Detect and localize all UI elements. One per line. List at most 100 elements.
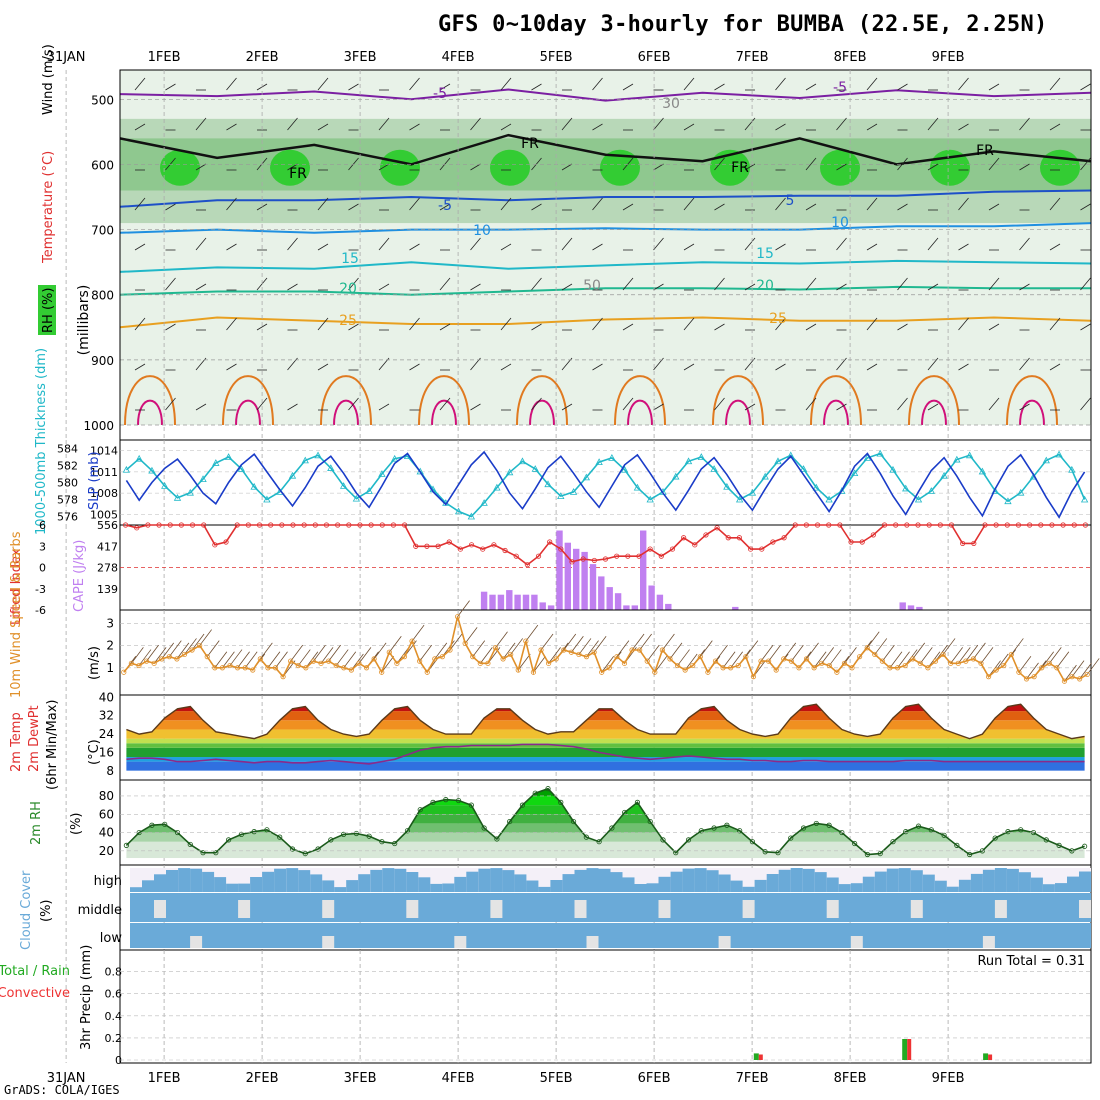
lifted-index-line-marker [792, 522, 798, 528]
wind-barb [927, 163, 939, 171]
wind10-speed-line-marker [735, 662, 741, 669]
wind-barb [775, 197, 786, 211]
wind-barb [592, 317, 603, 331]
isotherm-30-lobe [418, 375, 470, 426]
lifted-index-line-marker [580, 556, 586, 562]
wind-barb [1019, 357, 1030, 371]
wind10-barb [791, 644, 804, 662]
wind-barb [927, 117, 939, 131]
wind10-barb [995, 653, 1009, 671]
wind10-speed-line-marker [910, 656, 916, 662]
thickness-line-marker [365, 487, 373, 494]
rh2m-line-marker [430, 799, 436, 805]
wind-barb [531, 83, 542, 91]
wind-barb [592, 77, 603, 91]
wind10-barb [1086, 658, 1100, 675]
wind10-speed-line-marker [553, 656, 559, 662]
cape-bar [648, 585, 655, 610]
wind-barb [744, 163, 756, 171]
wind-barb [622, 83, 634, 91]
wind-barb [561, 237, 573, 251]
wind-barb [134, 317, 146, 331]
rh2m-line-marker [1005, 829, 1011, 835]
cape-bar [497, 594, 505, 610]
cloud-high-cell [1018, 872, 1031, 892]
wind10-speed-line-marker [561, 647, 567, 653]
thickness-line-marker [314, 451, 322, 459]
precip-axis-label: 3hr Precip (mm) [79, 945, 94, 1050]
lifted-index-line-marker [1049, 522, 1055, 528]
lifted-index-line-marker [201, 522, 207, 528]
rh2m-line-marker [775, 850, 781, 856]
rh2m-line-marker [570, 818, 577, 825]
thickness-line-marker [825, 495, 833, 503]
wind-barb [1049, 243, 1061, 251]
grads-credit: GrADS: COLA/IGES [4, 1083, 120, 1097]
li-tick-label: -6 [35, 604, 46, 617]
cloud-high-cell [826, 877, 839, 892]
wind10-speed-line-marker [705, 669, 711, 675]
wind-barb [134, 243, 146, 251]
wind10-speed-line-marker [781, 656, 787, 662]
thickness-line-marker [224, 453, 233, 460]
wind-barb [531, 157, 542, 171]
date-label-bottom: 3FEB [344, 1071, 377, 1086]
thickness-line-marker [735, 495, 744, 503]
rh2m-line-marker [162, 821, 168, 827]
contour-label: 25 [769, 311, 787, 327]
wind10-speed-line-marker [659, 647, 665, 653]
lifted-index-line-marker [223, 539, 229, 545]
wind-barb [775, 317, 786, 331]
thickness-line-marker [608, 454, 616, 461]
wind-barb [836, 237, 847, 251]
isotherm-35-lobe [137, 399, 163, 426]
rh2m-line-marker [558, 799, 564, 805]
wind-barb [348, 157, 359, 171]
thickness-line-marker [723, 482, 731, 490]
cape-tick-label: 139 [97, 583, 118, 596]
pressure-tick-label: 500 [91, 93, 114, 107]
wind10-barb [821, 647, 835, 664]
isotherm-30-lobe [712, 375, 764, 426]
lifted-index-line-marker [323, 522, 330, 528]
lifted-index-line-marker [614, 553, 620, 559]
wind10-barb [184, 638, 197, 655]
wind-barb [439, 157, 451, 171]
cloud-high-cell [778, 869, 791, 892]
cloud-high-cell [274, 868, 287, 892]
dewpoint-line [126, 743, 1085, 765]
cloud-high-cell [370, 869, 383, 892]
lifted-index-line-marker [1038, 522, 1044, 528]
wind10-speed-line-marker [257, 656, 263, 662]
thickness-line-marker [684, 457, 693, 465]
rh2m-line-marker [660, 837, 666, 843]
lifted-index-line-marker [893, 522, 899, 528]
wind10-speed-line-marker [197, 642, 203, 649]
wind-barb [866, 123, 878, 131]
rh2m-line-marker [545, 786, 551, 792]
cloud-mid-gap [154, 900, 166, 918]
thickness-line-marker [1017, 488, 1025, 496]
lifted-index-line-marker [457, 546, 464, 552]
wind10-barb [138, 649, 152, 666]
rh2m-line-marker [507, 818, 513, 825]
wind-barb [744, 237, 756, 251]
wind10-speed-line-marker [788, 658, 794, 664]
wind-barb [988, 203, 1000, 211]
isotherm-35-lobe [921, 399, 947, 426]
cloud-high-cell [1067, 876, 1079, 892]
isotherm-line [119, 88, 1092, 102]
rh2m-line-marker [788, 835, 794, 841]
cloud-high-cell [286, 868, 299, 892]
wind10-axis-label: 10m Wind Speed & Barbs [9, 531, 24, 698]
wind-barb [927, 283, 939, 291]
thickness-axis-label: 1000-500mb Thickness (dm) [34, 348, 49, 535]
cloud-high-cell [814, 872, 827, 892]
wind-barb [439, 203, 451, 211]
wind-barb [988, 397, 1000, 411]
rh2m-line-marker [404, 828, 411, 834]
wind10-speed-line-marker [401, 654, 408, 660]
wind10-speed-line-marker [508, 651, 514, 658]
run-total-annotation: Run Total = 0.31 [977, 954, 1085, 969]
